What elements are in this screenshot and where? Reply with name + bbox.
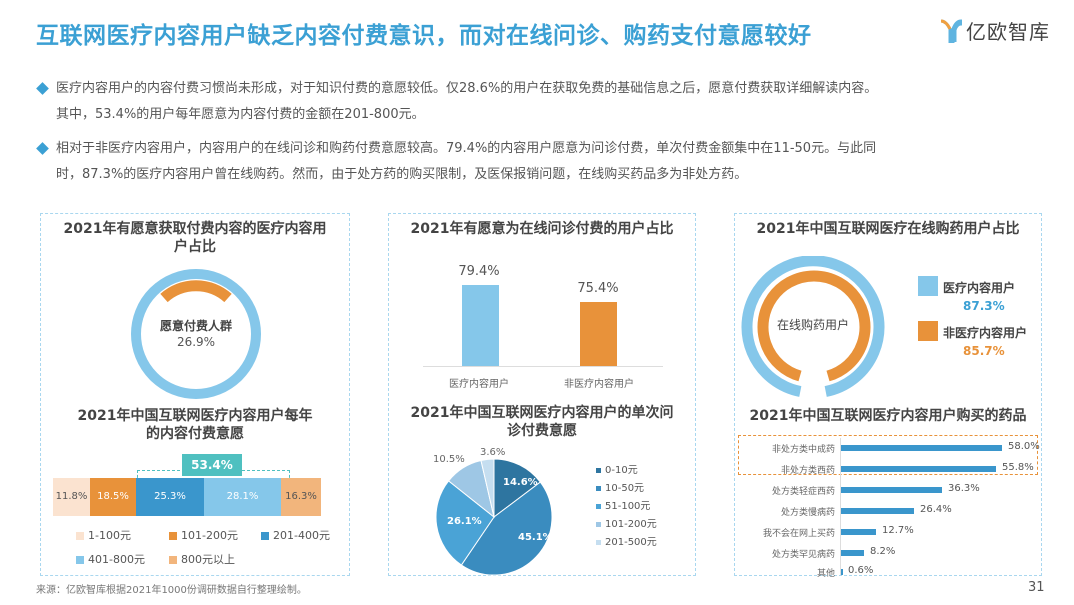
bullet-item: 相对于非医疗内容用户，内容用户的在线问诊和购药付费意愿较高。79.4%的内容用户… xyxy=(36,136,1046,188)
logo: 亿欧智库 xyxy=(940,16,1050,45)
legend-item: 101-200元 xyxy=(596,515,657,530)
legend-item: 201-500元 xyxy=(596,533,657,548)
bar-medical-users xyxy=(462,285,499,366)
bullet-item: 医疗内容用户的内容付费习惯尚未形成，对于知识付费的意愿较低。仅28.6%的用户在… xyxy=(36,76,1046,128)
chart-title: 2021年有愿意为在线问诊付费的用户占比 xyxy=(410,221,674,237)
chart-title: 2021年中国互联网医疗内容用户的单次问诊付费意愿 xyxy=(410,405,674,439)
page-number: 31 xyxy=(1028,580,1045,595)
axis-line xyxy=(423,366,663,367)
arc-center-label: 在线购药用户 xyxy=(776,318,849,332)
page-title: 互联网医疗内容用户缺乏内容付费意识，而对在线问诊、购药支付意愿较好 xyxy=(36,23,812,49)
hbar xyxy=(841,529,876,535)
pie-chart-consultation xyxy=(435,458,553,576)
legend-item: 10-50元 xyxy=(596,479,644,494)
logo-text: 亿欧智库 xyxy=(966,20,1050,44)
diamond-icon xyxy=(36,142,49,155)
arc-chart-pharmacy xyxy=(741,256,885,397)
logo-icon xyxy=(940,18,962,43)
chart-title: 2021年中国互联网医疗内容用户每年的内容付费意愿 xyxy=(77,408,313,442)
hbar xyxy=(841,550,864,556)
panel-content-payment: 2021年有愿意获取付费内容的医疗内容用户占比 愿意付费人群 26.9% 202… xyxy=(40,213,350,576)
donut-center-label: 愿意付费人群 xyxy=(159,319,232,333)
legend-swatch xyxy=(918,276,938,296)
legend-item: 0-10元 xyxy=(596,461,638,476)
source-note: 来源：亿欧智库根据2021年1000份调研数据自行整理绘制。 xyxy=(36,585,307,596)
bullet-list: 医疗内容用户的内容付费习惯尚未形成，对于知识付费的意愿较低。仅28.6%的用户在… xyxy=(36,76,1046,196)
panel-online-pharmacy: 2021年中国互联网医疗在线购药用户占比 在线购药用户 医疗内容用户 87.3%… xyxy=(734,213,1042,579)
chart-title: 2021年有愿意获取付费内容的医疗内容用户占比 xyxy=(63,221,327,255)
stacked-bar: 11.8% 18.5% 25.3% 28.1% 16.3% xyxy=(53,478,321,516)
hbar xyxy=(841,445,1002,451)
chart-title: 2021年中国互联网医疗在线购药用户占比 xyxy=(756,221,1020,237)
diamond-icon xyxy=(36,82,49,95)
legend-swatch xyxy=(918,321,938,341)
bar-non-medical-users xyxy=(580,302,617,366)
hbar xyxy=(841,569,843,575)
legend-item: 401-800元 xyxy=(76,551,145,567)
hbar xyxy=(841,508,914,514)
hbar xyxy=(841,487,942,493)
legend-item: 201-400元 xyxy=(261,527,330,543)
legend-item: 101-200元 xyxy=(169,527,238,543)
hbar xyxy=(841,466,996,472)
axis-line xyxy=(840,438,841,575)
panel-consultation: 2021年有愿意为在线问诊付费的用户占比 79.4% 75.4% 医疗内容用户 … xyxy=(388,213,696,576)
legend-item: 1-100元 xyxy=(76,527,131,543)
legend-item: 800元以上 xyxy=(169,551,235,567)
donut-center-value: 26.9% xyxy=(176,335,216,349)
chart-title: 2021年中国互联网医疗内容用户购买的药品 xyxy=(749,408,1027,424)
donut-chart-willing-pay xyxy=(131,269,261,399)
highlight-box xyxy=(738,435,1038,475)
legend-item: 51-100元 xyxy=(596,497,650,512)
